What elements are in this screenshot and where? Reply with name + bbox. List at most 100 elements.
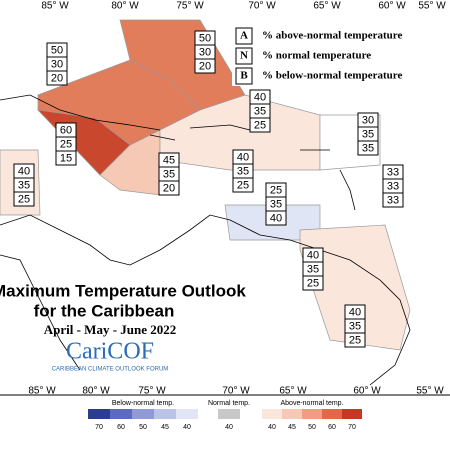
region-value: 33: [387, 194, 399, 206]
region-value: 25: [270, 184, 282, 196]
region-box: [46, 70, 68, 86]
region-value: 35: [270, 198, 282, 210]
region-value: 50: [199, 32, 211, 44]
region-value: 60: [60, 124, 72, 136]
region-value: 40: [18, 165, 30, 177]
region-value: 35: [163, 168, 175, 180]
colorbar-cell: [110, 409, 132, 419]
title: Maximum Temperature Outlook: [0, 281, 246, 300]
region-value: 20: [199, 60, 211, 72]
legend-key-box: [235, 47, 253, 65]
colorbar-tick: 45: [161, 424, 169, 431]
regions: [0, 19, 411, 351]
region-value: 35: [362, 128, 374, 140]
legend-bg: [232, 26, 440, 86]
colorbar-tick: 60: [328, 424, 336, 431]
lon-label-top: 70° W: [248, 1, 276, 12]
colorbar-tick: 40: [183, 424, 191, 431]
region-box: [265, 210, 287, 226]
lon-label-top: 75° W: [176, 1, 204, 12]
legend-label: % normal temperature: [262, 50, 371, 62]
colorbar-tick: 70: [348, 424, 356, 431]
colorbar-tick: 50: [139, 424, 147, 431]
region-value: 25: [60, 138, 72, 150]
region-value: 30: [362, 114, 374, 126]
lon-label-bottom: 75° W: [138, 386, 166, 397]
region-value: 35: [18, 179, 30, 191]
region-value: 25: [349, 334, 361, 346]
colorbar-tick: 70: [95, 424, 103, 431]
lon-label-bottom: 60° W: [353, 386, 381, 397]
region-value: 35: [362, 142, 374, 154]
lon-label-bottom: 70° W: [222, 386, 250, 397]
legend-label: % above-normal temperature: [262, 30, 402, 42]
colorbar-label: Normal temp.: [208, 400, 250, 407]
colorbar: Below-normal temp. 70 60 50 45 40 Normal temp.…: [88, 400, 362, 431]
region-value: 40: [254, 91, 266, 103]
legend-key-box: [235, 27, 253, 45]
lon-label-top: 60° W: [378, 1, 406, 12]
region-value: 50: [51, 44, 63, 56]
region-value: 35: [349, 320, 361, 332]
colorbar-cell: [322, 409, 342, 419]
logo-subtitle: CARIBBEAN CLIMATE OUTLOOK FORUM: [52, 367, 169, 373]
colorbar-cell: [342, 409, 362, 419]
region-value: 35: [254, 105, 266, 117]
region-value: 40: [237, 151, 249, 163]
colorbar-tick: 40: [268, 424, 276, 431]
subtitle: for the Caribbean: [34, 301, 175, 320]
legend-key: N: [240, 50, 248, 62]
region-value: 30: [199, 46, 211, 58]
legend-key: B: [240, 70, 248, 82]
period: April - May - June 2022: [44, 322, 177, 337]
region-value: 25: [18, 193, 30, 205]
legend-label: % below-normal temperature: [262, 70, 402, 82]
region-value: 25: [254, 119, 266, 131]
colorbar-cell: [132, 409, 154, 419]
colorbar-cell: [218, 409, 240, 419]
region-box: [344, 332, 366, 348]
region-value: 20: [163, 182, 175, 194]
region-box: [249, 117, 271, 133]
region-value: 40: [307, 249, 319, 261]
region-box: [357, 140, 379, 156]
region-box: [302, 275, 324, 291]
region-value: 25: [307, 277, 319, 289]
lon-label-bottom: 80° W: [82, 386, 110, 397]
region-value: 40: [349, 306, 361, 318]
region-value: 33: [387, 180, 399, 192]
lon-label-top: 80° W: [111, 1, 139, 12]
region-box: [55, 150, 77, 166]
colorbar-cell: [176, 409, 198, 419]
colorbar-label: Below-normal temp.: [112, 400, 174, 407]
colorbar-tick: 40: [225, 424, 233, 431]
axes: 85° W 80° W 75° W 70° W 65° W 60° W 55° W 85° W…: [28, 1, 446, 397]
colorbar-label: Above-normal temp.: [280, 400, 343, 407]
lon-label-bottom: 55° W: [416, 386, 444, 397]
colorbar-tick: 60: [117, 424, 125, 431]
lon-label-top: 55° W: [418, 1, 446, 12]
logo: CariCOF: [66, 339, 154, 365]
region-value: 25: [237, 179, 249, 191]
colorbar-cell: [88, 409, 110, 419]
colorbar-tick: 45: [288, 424, 296, 431]
region-box: [382, 192, 404, 208]
region-value: 20: [51, 72, 63, 84]
lon-label-top: 85° W: [41, 1, 69, 12]
region-box: [158, 180, 180, 196]
lon-label-top: 65° W: [313, 1, 341, 12]
region-box: [194, 58, 216, 74]
lon-label-bottom: 65° W: [279, 386, 307, 397]
title-block: Maximum Temperature Outlook for the Cari…: [0, 281, 246, 372]
lon-label-bottom: 85° W: [28, 386, 56, 397]
colorbar-cell: [302, 409, 322, 419]
region-box: [13, 191, 35, 207]
colorbar-tick: 50: [308, 424, 316, 431]
legend-key-box: [235, 67, 253, 85]
legend: A % above-normal temperature N % normal tem…: [232, 26, 440, 86]
region-box: [232, 177, 254, 193]
region-value: 45: [163, 154, 175, 166]
region-value: 40: [270, 212, 282, 224]
region-guianas: [299, 224, 411, 351]
